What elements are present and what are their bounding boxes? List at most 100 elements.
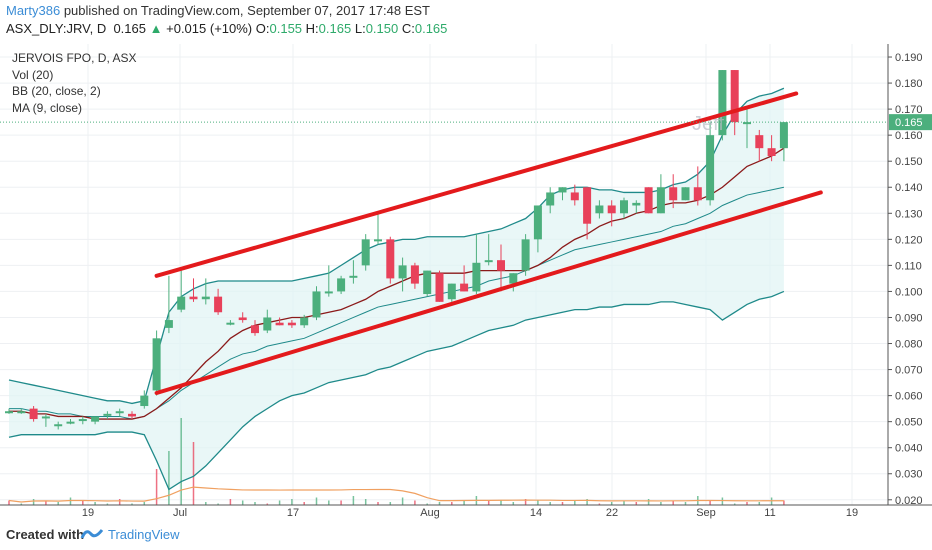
volume-bar (205, 502, 207, 505)
x-tick-label: 14 (530, 507, 542, 519)
candle-body (607, 205, 616, 214)
candle-body (177, 296, 186, 310)
volume-bar (623, 500, 625, 505)
candle-body (29, 408, 38, 420)
candle-body (5, 411, 13, 414)
candle-body (386, 239, 395, 279)
close-value: 0.165 (414, 21, 448, 36)
volume-bar (192, 442, 195, 505)
footer-bar: Created with TradingView (0, 519, 932, 550)
volume-bar (426, 503, 428, 505)
volume-bar (377, 502, 379, 505)
volume-bar (524, 499, 527, 505)
watermark-text: Jeff (692, 113, 724, 135)
candle-body (767, 148, 776, 156)
volume-bar (709, 500, 711, 505)
low-label: L: (354, 21, 366, 36)
candle-body (361, 239, 370, 266)
volume-bar (278, 500, 281, 505)
volume-bar (635, 502, 638, 505)
open-label: O: (255, 21, 270, 36)
volume-bar (131, 503, 133, 505)
candle-body (681, 187, 690, 201)
candle-body (337, 278, 346, 292)
candle-body (398, 265, 407, 279)
volume-bar (291, 499, 293, 505)
volume-bar (414, 500, 416, 505)
candle-body (251, 325, 259, 334)
created-with-text: Created with (6, 527, 85, 542)
legend-title: JERVOIS FPO, D, ASX (12, 51, 137, 65)
x-tick-label: Jul (173, 507, 187, 519)
author-link[interactable]: Marty386 (6, 3, 61, 18)
volume-bar (487, 500, 490, 505)
volume-bar (229, 499, 232, 505)
legend-ma: MA (9, close) (12, 100, 83, 115)
candle-body (78, 419, 87, 422)
volume-bar (217, 503, 219, 505)
volume-bar (180, 418, 182, 505)
volume-bar (254, 502, 256, 505)
volume-bar (758, 502, 761, 505)
last-price-label: 0.165 (895, 117, 923, 129)
indicator-legend: JERVOIS FPO, D, ASX Vol (20) BB (20, clo… (12, 50, 136, 116)
candle-body (201, 296, 210, 300)
candle-body (718, 70, 727, 136)
volume-bar (315, 497, 318, 505)
volume-bar (8, 500, 10, 505)
volume-bar (537, 500, 539, 505)
candle-body (140, 395, 149, 407)
y-tick-label: 0.130 (895, 208, 923, 220)
volume-bar (168, 451, 170, 505)
volume-bar (106, 503, 109, 505)
x-tick-label: Sep (696, 507, 716, 519)
bollinger-band-fill (9, 88, 784, 490)
publication-line: Marty386 published on TradingView.com, S… (6, 3, 430, 18)
volume-bar (155, 469, 158, 505)
candle-body (374, 239, 382, 242)
volume-bar (561, 502, 564, 505)
volume-bar (586, 499, 588, 505)
volume-bar (328, 500, 330, 505)
up-arrow-icon: ▲ (149, 21, 163, 36)
y-tick-label: 0.030 (895, 469, 923, 481)
y-tick-label: 0.100 (895, 286, 923, 298)
volume-bar (94, 502, 96, 505)
y-tick-label: 0.110 (895, 260, 922, 272)
volume-bar (241, 500, 244, 505)
candle-body (595, 205, 604, 214)
y-tick-label: 0.120 (895, 234, 923, 246)
volume-bar (598, 503, 601, 505)
candle-body (570, 192, 579, 201)
low-value: 0.150 (365, 21, 399, 36)
candle-body (41, 416, 50, 419)
last-price: 0.165 (113, 21, 146, 36)
tradingview-brand[interactable]: TradingView (108, 527, 180, 542)
volume-bar (783, 500, 785, 505)
y-tick-label: 0.180 (895, 78, 923, 90)
y-tick-label: 0.080 (895, 339, 923, 351)
candle-body (779, 122, 788, 149)
tradingview-logo-icon (80, 529, 104, 539)
candle-body (17, 411, 26, 414)
volume-bar (401, 497, 404, 505)
bb-upper-line (8, 87, 785, 405)
volume-bar (266, 503, 269, 505)
candle-body (263, 317, 272, 331)
candle-body (656, 187, 665, 214)
x-tick-label: 19 (82, 507, 94, 519)
header-bar: Marty386 published on TradingView.com, S… (0, 0, 932, 44)
volume-bar (610, 502, 613, 505)
candle-body (644, 187, 653, 214)
candle-body (620, 200, 628, 214)
y-tick-label: 0.190 (895, 52, 923, 64)
price-chart[interactable]: Jeff 0.190 0.180 0.170 0.160 0.150 0.140 0.130 0… (0, 44, 932, 519)
candle-body (435, 273, 444, 302)
volume-bar (32, 499, 35, 505)
volume-bar (512, 502, 515, 505)
candle-body (472, 262, 481, 292)
candle-body (423, 270, 432, 295)
x-tick-label: 17 (287, 507, 299, 519)
volume-bar (660, 502, 662, 505)
candle-body (460, 283, 469, 292)
